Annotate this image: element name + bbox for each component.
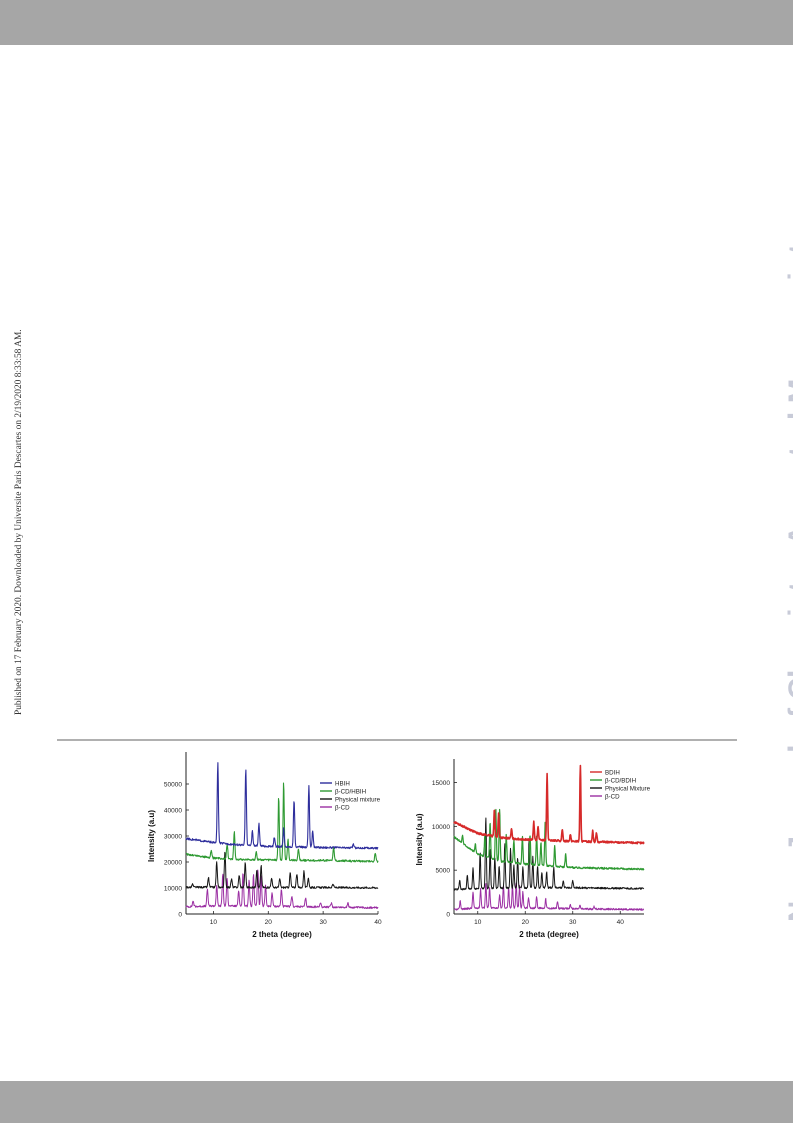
- legend-label: Physical mixture: [335, 796, 381, 803]
- x-tick-label: 20: [522, 919, 530, 926]
- separator-line: [57, 739, 737, 741]
- x-tick-label: 30: [320, 919, 328, 926]
- xrd-chart-bdih: 0 5000 10000 15000 10 20 30 40 2 theta (degree) I…: [415, 759, 651, 939]
- series-line: [453, 808, 645, 871]
- x-tick-label: 30: [569, 919, 577, 926]
- x-tick-label: 10: [210, 919, 218, 926]
- x-tick-label: 40: [617, 919, 625, 926]
- legend-label: β-CD/BDIH: [605, 777, 636, 784]
- y-tick-label: 10000: [432, 824, 450, 831]
- series-line: [453, 882, 645, 911]
- y-axis-label: Intensity (a.u): [147, 810, 156, 862]
- legend-label: β-CD: [605, 793, 620, 800]
- legend-label: β-CD: [335, 804, 350, 811]
- x-axis-label: 2 theta (degree): [252, 930, 312, 939]
- series-line: [185, 851, 379, 890]
- series-line: [185, 869, 379, 910]
- footer-bar: [0, 1081, 793, 1123]
- y-tick-label: 15000: [432, 780, 450, 787]
- y-tick-label: 20000: [164, 860, 182, 867]
- legend-label: β-CD/HBIH: [335, 788, 366, 795]
- y-tick-label: 5000: [436, 868, 451, 875]
- x-tick-label: 40: [374, 919, 382, 926]
- legend-label: BDIH: [605, 769, 620, 776]
- y-tick-label: 10000: [164, 886, 182, 893]
- series-line: [453, 817, 645, 891]
- y-tick-label: 40000: [164, 808, 182, 815]
- x-tick-label: 20: [265, 919, 273, 926]
- y-tick-label: 0: [178, 912, 182, 919]
- y-tick-label: 0: [446, 912, 450, 919]
- legend-label: HBIH: [335, 780, 350, 787]
- xrd-chart-hbih: 0 10000 20000 30000 40000 50000 10 20 30 40 2 thet…: [147, 752, 382, 939]
- series-line: [453, 764, 645, 845]
- x-tick-label: 10: [474, 919, 482, 926]
- y-tick-label: 50000: [164, 782, 182, 789]
- series-line: [185, 782, 379, 863]
- legend-label: Physical Mixture: [605, 785, 651, 792]
- header-bar: [0, 0, 793, 45]
- x-axis-label: 2 theta (degree): [519, 930, 579, 939]
- series-line: [185, 762, 379, 850]
- journal-watermark: New Journal of Chemistry Accepted Manusc…: [783, 243, 793, 922]
- y-axis-label: Intensity (a.u): [415, 813, 424, 865]
- download-notice: Published on 17 February 2020. Downloade…: [14, 329, 24, 715]
- y-tick-label: 30000: [164, 834, 182, 841]
